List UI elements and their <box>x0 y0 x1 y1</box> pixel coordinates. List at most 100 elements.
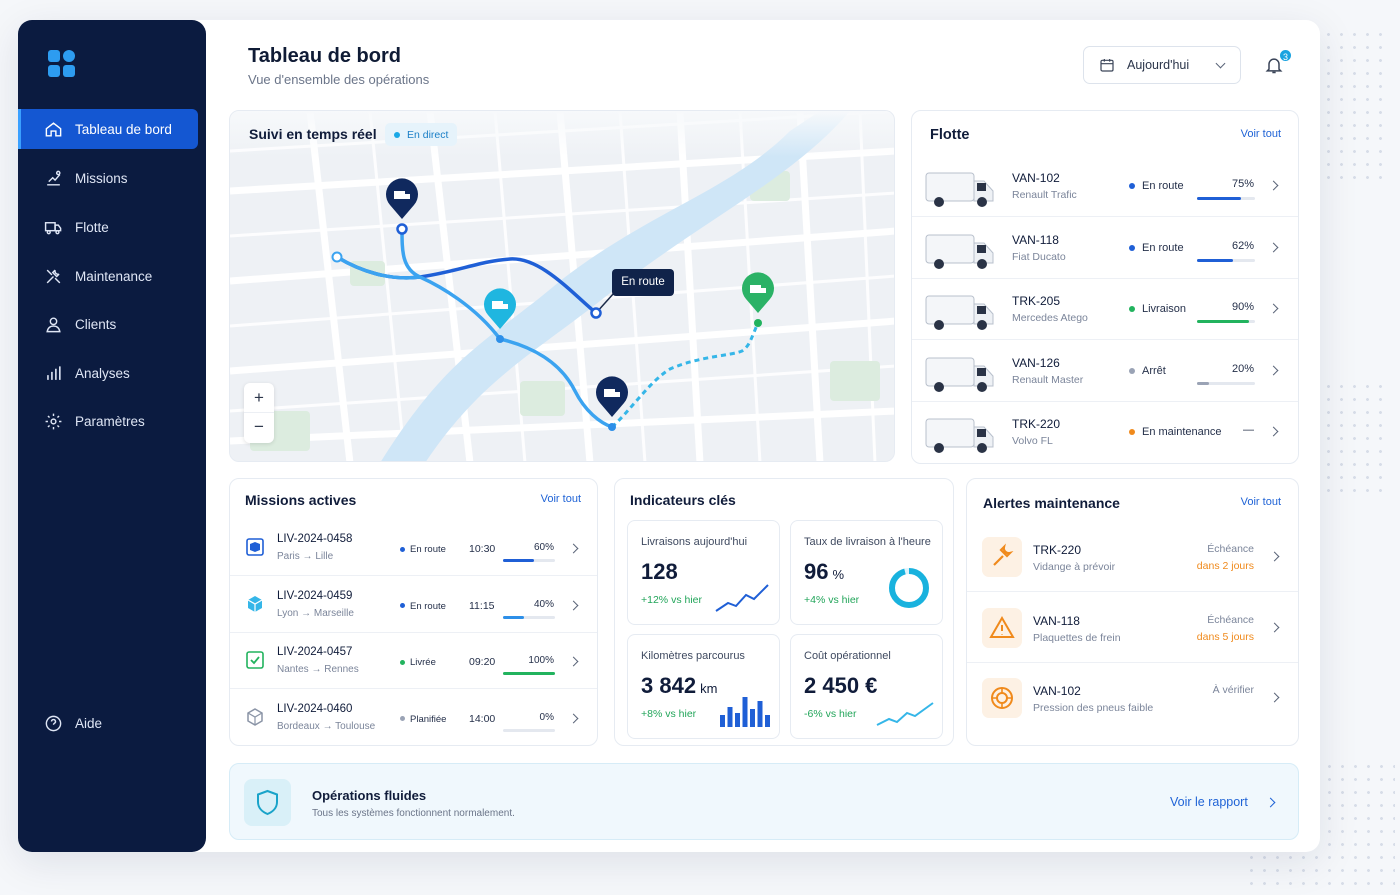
sidebar-item-settings[interactable]: Paramètres <box>18 401 206 441</box>
zoom-in-button[interactable]: + <box>244 383 274 413</box>
calendar-icon <box>1100 59 1114 72</box>
vehicle-id: TRK-220 <box>1012 417 1061 431</box>
status-badge: Planifiée <box>400 714 446 725</box>
missions-see-all-link[interactable]: Voir tout <box>540 493 581 505</box>
progress-value: 0% <box>539 711 554 723</box>
alert-row[interactable]: VAN-102 Pression des pneus faible À vérifi… <box>967 663 1298 733</box>
kpi-value-number: 2 450 € <box>804 673 878 698</box>
truck-marker[interactable] <box>386 178 418 219</box>
page-title: Tableau de bord <box>248 45 401 67</box>
sidebar-item-label: Tableau de bord <box>75 121 172 137</box>
truck-icon <box>44 221 62 234</box>
notification-button[interactable]: 3 <box>1264 48 1293 78</box>
mission-route: Nantes → Rennes <box>277 664 359 675</box>
mission-row[interactable]: LIV-2024-0458 Paris → Lille En route 10:30 6… <box>230 520 597 576</box>
fleet-row[interactable]: VAN-102 Renault Trafic En route 75% <box>912 156 1298 217</box>
banner-report-link[interactable]: Voir le rapport <box>1170 795 1248 809</box>
status-dot <box>400 659 405 665</box>
sidebar-item-help[interactable]: Aide <box>18 703 206 743</box>
status-badge: En maintenance <box>1129 426 1222 438</box>
status-dot <box>400 603 405 609</box>
alert-desc: Vidange à prévoir <box>1033 561 1116 573</box>
alert-due: dans 5 jours <box>1196 630 1254 643</box>
sidebar-item-missions[interactable]: Missions <box>18 158 206 198</box>
sidebar-item-label: Flotte <box>75 219 109 235</box>
mission-row[interactable]: LIV-2024-0460 Bordeaux → Toulouse Planifié… <box>230 690 597 746</box>
status-dot <box>1129 244 1135 251</box>
bar-chart-icon <box>47 365 61 380</box>
progress-value: 62% <box>1231 239 1254 252</box>
kpi-label: Coût opérationnel <box>804 650 891 662</box>
chevron-right-icon <box>1269 622 1280 632</box>
decor-dots <box>1322 380 1392 500</box>
alert-label: Échéance <box>1207 543 1254 555</box>
kpi-delta: -6% vs hier <box>804 708 857 720</box>
status-badge: En route <box>400 544 446 555</box>
kpi-unit: % <box>832 567 845 582</box>
map-title: Suivi en temps réel <box>249 126 377 142</box>
progress-value: 20% <box>1231 362 1254 375</box>
mission-row[interactable]: LIV-2024-0457 Nantes → Rennes Livrée 09:20 1… <box>230 633 597 689</box>
progress-bar <box>503 728 555 732</box>
alert-label: Échéance <box>1207 613 1254 626</box>
wrench-icon <box>46 269 61 283</box>
vehicle-image <box>925 295 994 330</box>
progress-value: — <box>1243 424 1254 436</box>
fleet-row[interactable]: TRK-220 Volvo FL En maintenance — <box>912 402 1298 463</box>
sidebar-item-clients[interactable]: Clients <box>18 304 206 344</box>
kpi-box: Taux de livraison à l'heure 96% +4% vs hie… <box>790 520 943 625</box>
sidebar-item-dashboard[interactable]: Tableau de bord <box>18 109 198 149</box>
alert-row[interactable]: TRK-220 Vidange à prévoir Échéance dans 2 j… <box>967 522 1298 592</box>
vehicle-id: VAN-118 <box>1012 232 1059 247</box>
date-select[interactable]: Aujourd'hui <box>1083 46 1241 84</box>
bar-sparkline <box>720 697 770 727</box>
vehicle-model: Renault Master <box>1012 373 1084 386</box>
vehicle-model: Mercedes Atego <box>1012 312 1088 324</box>
sidebar-item-label: Missions <box>75 170 128 186</box>
route-icon <box>47 170 61 186</box>
mission-id: LIV-2024-0457 <box>277 646 353 658</box>
map-canvas[interactable] <box>230 111 895 462</box>
truck-marker[interactable] <box>596 376 628 417</box>
status-banner: Opérations fluides Tous les systèmes fon… <box>229 763 1299 840</box>
fleet-row[interactable]: TRK-205 Mercedes Atego Livraison 90% <box>912 279 1298 340</box>
fleet-see-all-link[interactable]: Voir tout <box>1240 128 1281 140</box>
mission-time: 11:15 <box>469 599 495 612</box>
sidebar-item-maintenance[interactable]: Maintenance <box>18 256 206 296</box>
fleet-row[interactable]: VAN-126 Renault Master Arrêt 20% <box>912 341 1298 402</box>
bell-icon <box>1265 58 1283 74</box>
status-dot <box>400 546 405 552</box>
live-label: En direct <box>407 128 449 141</box>
truck-marker[interactable] <box>742 272 774 313</box>
vehicle-image <box>925 418 994 453</box>
vehicle-image <box>925 357 994 392</box>
status-badge: Livrée <box>400 657 436 668</box>
kpi-label: Livraisons aujourd'hui <box>641 536 748 548</box>
box-icon <box>245 537 265 562</box>
status-badge: Livraison <box>1129 303 1186 315</box>
zoom-out-button[interactable]: − <box>254 417 264 436</box>
alert-desc: Plaquettes de frein <box>1033 631 1121 644</box>
sidebar-item-fleet[interactable]: Flotte <box>18 207 206 247</box>
fleet-card: Flotte Voir tout VAN-102 Renault Trafic En… <box>911 110 1299 464</box>
donut-chart <box>889 568 929 608</box>
status-label: En route <box>410 544 446 555</box>
kpi-box: Livraisons aujourd'hui 128 +12% vs hier <box>627 520 780 625</box>
kpi-label: Taux de livraison à l'heure <box>804 536 931 548</box>
alert-desc: Pression des pneus faible <box>1033 702 1154 714</box>
fleet-row[interactable]: VAN-118 Fiat Ducato En route 62% <box>912 218 1298 279</box>
mission-time: 14:00 <box>469 712 496 725</box>
mission-time: 10:30 <box>469 543 496 555</box>
alert-row[interactable]: VAN-118 Plaquettes de frein Échéance dans 5… <box>967 593 1298 663</box>
alerts-card: Alertes maintenance Voir tout TRK-220 Vid… <box>966 478 1299 746</box>
status-dot <box>400 716 405 722</box>
sparkline <box>876 702 934 726</box>
status-badge: En route <box>1129 180 1184 192</box>
kpi-value: 2 450 € <box>804 673 881 699</box>
mission-row[interactable]: LIV-2024-0459 Lyon → Marseille En route 11:… <box>230 577 597 633</box>
sidebar-item-analytics[interactable]: Analyses <box>18 353 206 393</box>
date-select-label: Aujourd'hui <box>1127 58 1190 72</box>
alerts-see-all-link[interactable]: Voir tout <box>1240 496 1281 508</box>
truck-marker[interactable] <box>484 288 516 329</box>
kpi-value: 96% <box>804 559 844 585</box>
